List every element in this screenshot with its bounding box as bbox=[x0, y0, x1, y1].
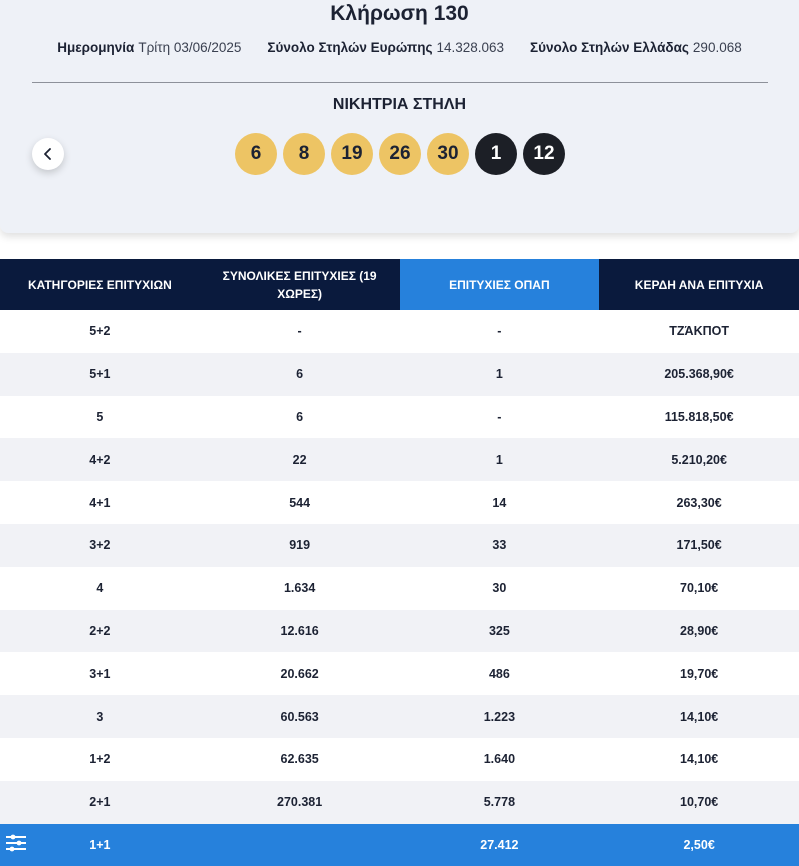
cell-prize: 14,10€ bbox=[680, 752, 719, 767]
cell-category: 3+1 bbox=[89, 666, 111, 681]
cell-total-winners: 62.635 bbox=[280, 752, 319, 767]
main-number-ball: 19 bbox=[331, 133, 373, 175]
cell-category: 2+2 bbox=[0, 609, 200, 653]
cell-category: 1+1 bbox=[0, 823, 200, 866]
cell-prize: 171,50€ bbox=[599, 523, 799, 567]
table-row: 5 6 - 115.818,50€ bbox=[0, 396, 799, 439]
meta-date-label: Ημερομηνία bbox=[57, 40, 135, 55]
cell-prize: 5.210,20€ bbox=[599, 438, 799, 482]
cell-prize: 70,10€ bbox=[680, 581, 719, 596]
cell-opap-winners: 325 bbox=[399, 609, 600, 653]
draw-summary-card: Κλήρωση 130 Ημερομηνία Τρίτη 03/06/2025 Σ… bbox=[0, 0, 799, 233]
cell-opap-winners: 1.223 bbox=[399, 695, 600, 738]
table-row: 5+1 6 1 205.368,90€ bbox=[0, 352, 799, 396]
prize-table: ΚΑΤΗΓΟΡΙΕΣ ΕΠΙΤΥΧΙΩΝ ΣΥΝΟΛΙΚΕΣ ΕΠΙΤΥΧΙΕΣ… bbox=[0, 259, 799, 866]
cell-category: 1+2 bbox=[89, 752, 111, 767]
table-row: 4 1.634 30 70,10€ bbox=[0, 567, 799, 610]
table-row: 1+1 27.412 2,50€ bbox=[0, 823, 799, 866]
cell-total-winners: 22 bbox=[199, 438, 400, 482]
cell-opap-winners: 1.640 bbox=[483, 752, 516, 767]
table-row: 1+2 62.635 1.640 14,10€ bbox=[0, 738, 799, 781]
header-total-winners: ΣΥΝΟΛΙΚΕΣ ΕΠΙΤΥΧΙΕΣ (19 ΧΩΡΕΣ) bbox=[199, 259, 400, 310]
cell-total-winners: - bbox=[297, 324, 302, 339]
cell-total-winners: 1.634 bbox=[283, 581, 316, 596]
cell-opap-winners: 27.412 bbox=[399, 823, 600, 866]
cell-prize: 19,70€ bbox=[680, 666, 719, 681]
cell-opap-winners: 486 bbox=[488, 666, 510, 681]
winning-numbers: 6 8 19 26 30 1 12 bbox=[235, 133, 565, 175]
header-prize-per-winner: ΚΕΡΔΗ ΑΝΑ ΕΠΙΤΥΧΙΑ bbox=[599, 259, 799, 310]
meta-europe-label: Σύνολο Στηλών Ευρώπης bbox=[267, 40, 433, 55]
cell-opap-winners: - bbox=[497, 409, 502, 424]
cell-prize: 2,50€ bbox=[599, 823, 799, 866]
cell-opap-winners: - bbox=[497, 324, 502, 339]
cell-opap-winners: 1 bbox=[399, 352, 600, 396]
cell-prize: 115.818,50€ bbox=[664, 409, 734, 424]
cell-category: 5+1 bbox=[0, 352, 200, 396]
cell-category: 4 bbox=[96, 581, 104, 596]
cell-opap-winners: 33 bbox=[399, 523, 600, 567]
table-row: 2+1 270.381 5.778 10,70€ bbox=[0, 780, 799, 824]
accessibility-menu-icon[interactable] bbox=[4, 832, 28, 854]
prize-table-header: ΚΑΤΗΓΟΡΙΕΣ ΕΠΙΤΥΧΙΩΝ ΣΥΝΟΛΙΚΕΣ ΕΠΙΤΥΧΙΕΣ… bbox=[0, 259, 799, 310]
draw-meta-row: Ημερομηνία Τρίτη 03/06/2025 Σύνολο Στηλών… bbox=[0, 40, 799, 55]
meta-greece-label: Σύνολο Στηλών Ελλάδας bbox=[530, 40, 689, 55]
table-row: 3 60.563 1.223 14,10€ bbox=[0, 695, 799, 738]
cell-prize: 263,30€ bbox=[676, 495, 722, 510]
meta-europe-total: Σύνολο Στηλών Ευρώπης 14.328.063 bbox=[267, 40, 504, 55]
cell-total-winners: 20.662 bbox=[280, 666, 319, 681]
cell-total-winners bbox=[199, 823, 400, 866]
cell-prize: 205.368,90€ bbox=[599, 352, 799, 396]
cell-category: 4+2 bbox=[0, 438, 200, 482]
header-opap-winners: ΕΠΙΤΥΧΙΕΣ ΟΠΑΠ bbox=[399, 259, 600, 310]
header-categories: ΚΑΤΗΓΟΡΙΕΣ ΕΠΙΤΥΧΙΩΝ bbox=[0, 259, 200, 310]
meta-greece-total: Σύνολο Στηλών Ελλάδας 290.068 bbox=[530, 40, 742, 55]
cell-opap-winners: 1 bbox=[399, 438, 600, 482]
cell-total-winners: 60.563 bbox=[199, 695, 400, 738]
table-row: 5+2 - - ΤΖΆΚΠΟΤ bbox=[0, 310, 799, 353]
main-number-ball: 30 bbox=[427, 133, 469, 175]
cell-category: 4+1 bbox=[89, 495, 111, 510]
euro-number-ball: 1 bbox=[475, 133, 517, 175]
cell-category: 3+2 bbox=[0, 523, 200, 567]
previous-draw-button[interactable] bbox=[32, 138, 64, 170]
table-row: 2+2 12.616 325 28,90€ bbox=[0, 609, 799, 653]
main-number-ball: 26 bbox=[379, 133, 421, 175]
cell-opap-winners: 5.778 bbox=[399, 780, 600, 824]
meta-date: Ημερομηνία Τρίτη 03/06/2025 bbox=[57, 40, 241, 55]
cell-total-winners: 6 bbox=[296, 409, 304, 424]
main-number-ball: 6 bbox=[235, 133, 277, 175]
meta-date-value: Τρίτη 03/06/2025 bbox=[138, 40, 242, 55]
divider bbox=[32, 82, 768, 83]
cell-category: 5+2 bbox=[89, 324, 111, 339]
euro-number-ball: 12 bbox=[523, 133, 565, 175]
table-row: 4+2 22 1 5.210,20€ bbox=[0, 438, 799, 482]
winning-column-title: ΝΙΚΗΤΡΙΑ ΣΤΗΛΗ bbox=[332, 96, 467, 113]
main-number-ball: 8 bbox=[283, 133, 325, 175]
cell-category: 2+1 bbox=[0, 780, 200, 824]
table-row: 3+1 20.662 486 19,70€ bbox=[0, 652, 799, 695]
table-row: 3+2 919 33 171,50€ bbox=[0, 523, 799, 567]
cell-prize: 28,90€ bbox=[599, 609, 799, 653]
meta-europe-value: 14.328.063 bbox=[436, 40, 505, 55]
cell-category: 3 bbox=[0, 695, 200, 738]
cell-prize: ΤΖΆΚΠΟΤ bbox=[669, 324, 729, 339]
chevron-left-icon bbox=[44, 148, 51, 160]
table-row: 4+1 544 14 263,30€ bbox=[0, 481, 799, 524]
draw-title: Κλήρωση 130 bbox=[330, 2, 469, 25]
cell-total-winners: 544 bbox=[289, 495, 311, 510]
cell-opap-winners: 14 bbox=[492, 495, 507, 510]
cell-opap-winners: 30 bbox=[492, 581, 507, 596]
cell-category: 5 bbox=[96, 409, 104, 424]
cell-prize: 14,10€ bbox=[599, 695, 799, 738]
cell-total-winners: 270.381 bbox=[199, 780, 400, 824]
cell-prize: 10,70€ bbox=[599, 780, 799, 824]
cell-total-winners: 919 bbox=[199, 523, 400, 567]
cell-total-winners: 6 bbox=[199, 352, 400, 396]
cell-total-winners: 12.616 bbox=[199, 609, 400, 653]
meta-greece-value: 290.068 bbox=[692, 40, 742, 55]
